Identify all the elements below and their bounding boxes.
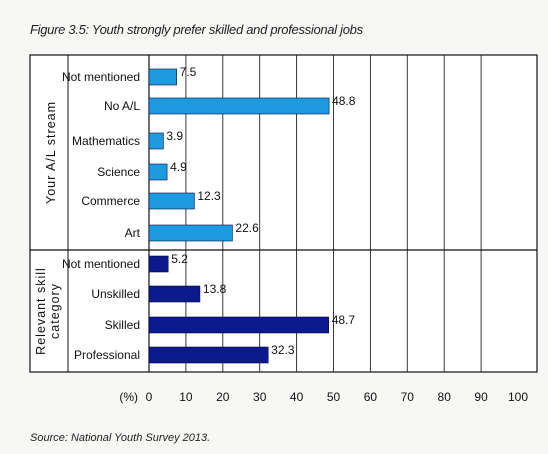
figure-title: Figure 3.5: Youth strongly prefer skille…: [30, 22, 363, 37]
category-label: Skilled: [105, 318, 140, 332]
category-label: Science: [97, 165, 140, 179]
data-label: 32.3: [271, 343, 295, 357]
data-label: 48.7: [332, 313, 356, 327]
data-label: 22.6: [235, 221, 259, 235]
bar: [148, 346, 269, 364]
x-tick-label: 10: [179, 390, 193, 404]
bar: [148, 255, 169, 273]
data-label: 7.5: [180, 65, 197, 79]
x-tick-label: 70: [401, 390, 415, 404]
bar: [148, 132, 164, 150]
x-tick-label: 40: [290, 390, 304, 404]
bar: [148, 68, 177, 86]
x-tick-label: 100: [508, 390, 528, 404]
data-label: 3.9: [166, 129, 183, 143]
bar: [148, 97, 330, 115]
x-tick-label: 90: [474, 390, 488, 404]
category-label: Not mentioned: [62, 257, 140, 271]
category-label: Art: [125, 226, 141, 240]
category-label: Not mentioned: [62, 70, 140, 84]
x-tick-label: 30: [253, 390, 267, 404]
bar: [148, 163, 168, 181]
x-tick-label: 0: [146, 390, 153, 404]
x-tick-label: 80: [438, 390, 452, 404]
data-label: 13.8: [203, 282, 227, 296]
bar: [148, 316, 330, 334]
x-tick-label: 20: [216, 390, 230, 404]
x-tick-label: 60: [364, 390, 378, 404]
group-label: Your A/L stream: [44, 101, 58, 204]
category-label: Unskilled: [91, 287, 140, 301]
category-label: Commerce: [81, 194, 140, 208]
group-label: Relevant skillcategory: [34, 267, 62, 355]
x-axis-label: (%): [119, 390, 138, 404]
data-label: 4.9: [170, 160, 187, 174]
figure-source: Source: National Youth Survey 2013.: [30, 432, 211, 444]
category-label: Professional: [74, 348, 140, 362]
bar: [148, 224, 233, 242]
data-label: 12.3: [197, 189, 221, 203]
bar: [148, 285, 201, 303]
bar: [148, 192, 195, 210]
category-label: Mathematics: [72, 134, 140, 148]
data-label: 48.8: [332, 94, 356, 108]
data-label: 5.2: [171, 252, 188, 266]
x-tick-label: 50: [327, 390, 341, 404]
category-label: No A/L: [104, 99, 140, 113]
